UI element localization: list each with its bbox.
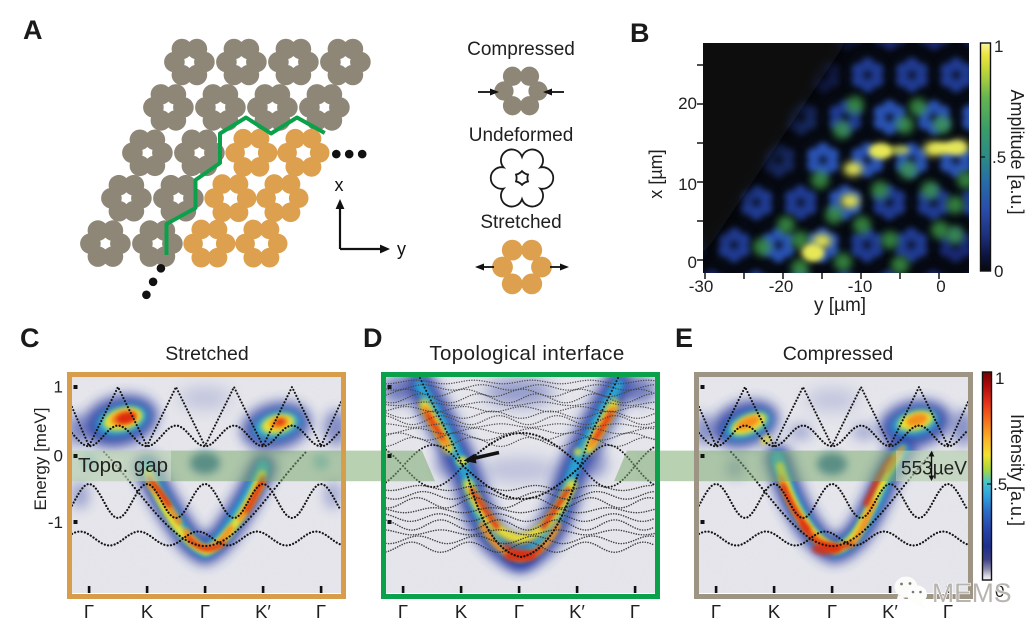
svg-text:0: 0 <box>936 277 945 296</box>
svg-text:K: K <box>768 601 781 622</box>
svg-text:K: K <box>141 601 154 622</box>
svg-text:x: x <box>335 175 344 195</box>
svg-text:-1: -1 <box>48 513 63 532</box>
svg-text:K′: K′ <box>255 601 271 622</box>
svg-text:1: 1 <box>54 378 63 397</box>
svg-text:1: 1 <box>995 369 1004 388</box>
svg-text:-20: -20 <box>769 277 794 296</box>
svg-text:y: y <box>397 239 406 259</box>
svg-text:Γ: Γ <box>943 601 953 622</box>
svg-text:0: 0 <box>994 262 1003 281</box>
svg-text:Γ: Γ <box>711 601 721 622</box>
svg-text:MEMS: MEMS <box>932 578 1012 608</box>
svg-text:-10: -10 <box>848 277 873 296</box>
svg-text:Topo. gap: Topo. gap <box>78 454 168 477</box>
svg-text:Γ: Γ <box>514 601 524 622</box>
svg-text:Γ: Γ <box>630 601 640 622</box>
svg-text:Amplitude [a.u.]: Amplitude [a.u.] <box>1007 89 1027 214</box>
svg-text:Energy [meV]: Energy [meV] <box>31 408 50 511</box>
svg-text:A: A <box>23 15 43 45</box>
svg-text:D: D <box>363 323 383 353</box>
svg-text:Intensity [a.u.]: Intensity [a.u.] <box>1007 414 1027 526</box>
svg-text:Γ: Γ <box>84 601 94 622</box>
svg-text:K: K <box>455 601 468 622</box>
svg-text:Γ: Γ <box>398 601 408 622</box>
svg-text:E: E <box>675 323 693 353</box>
svg-text:.5: .5 <box>992 148 1006 167</box>
svg-text:Topological interface: Topological interface <box>429 342 624 365</box>
svg-text:0: 0 <box>54 447 63 466</box>
svg-text:y [µm]: y [µm] <box>814 295 866 316</box>
svg-text:1: 1 <box>994 37 1003 56</box>
svg-text:Compressed: Compressed <box>467 39 575 60</box>
svg-text:20: 20 <box>678 94 697 113</box>
svg-text:x [µm]: x [µm] <box>646 149 666 198</box>
svg-text:-30: -30 <box>689 277 714 296</box>
svg-text:B: B <box>630 18 650 48</box>
svg-text:K′: K′ <box>569 601 585 622</box>
svg-text:Undeformed: Undeformed <box>469 125 574 146</box>
svg-text:Γ: Γ <box>827 601 837 622</box>
svg-text:.5: .5 <box>993 475 1007 494</box>
svg-text:Γ: Γ <box>200 601 210 622</box>
svg-text:Γ: Γ <box>316 601 326 622</box>
svg-text:C: C <box>20 323 40 353</box>
svg-text:Compressed: Compressed <box>783 343 894 365</box>
svg-text:0: 0 <box>995 582 1004 601</box>
svg-text:Stretched: Stretched <box>165 343 248 365</box>
svg-text:K′: K′ <box>882 601 898 622</box>
svg-text:0: 0 <box>688 253 697 272</box>
svg-text:Stretched: Stretched <box>480 212 561 233</box>
svg-text:10: 10 <box>678 175 697 194</box>
svg-text:553µeV: 553µeV <box>901 459 967 480</box>
